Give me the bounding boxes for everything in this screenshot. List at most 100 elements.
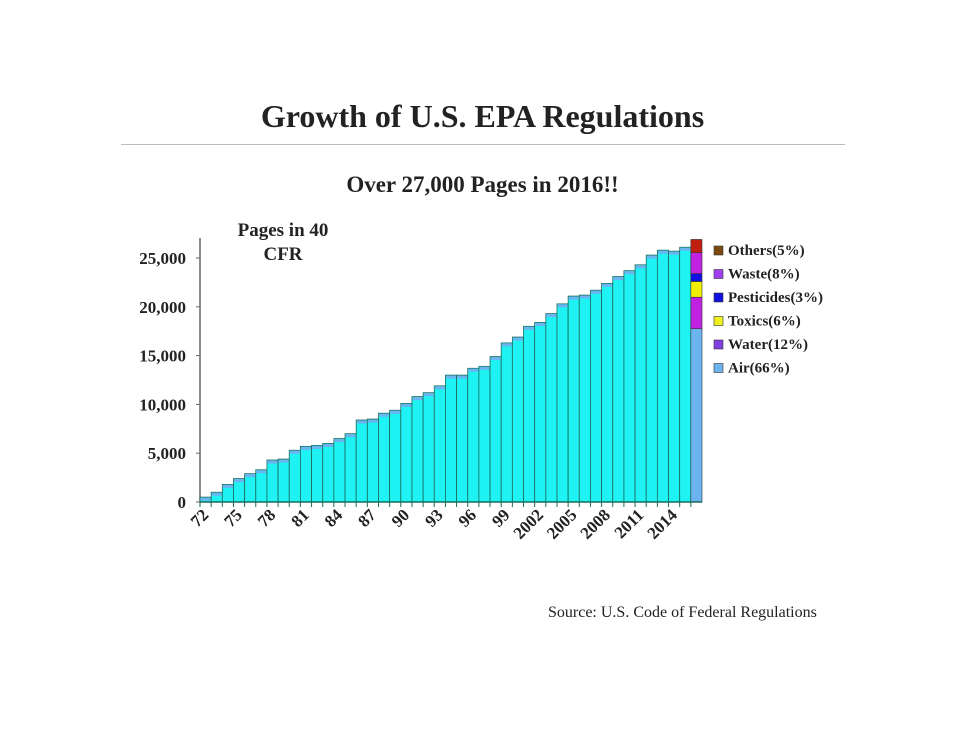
bar-1990: [400, 403, 413, 503]
y-tick-label: 5,000: [148, 444, 186, 463]
bar-top-shade: [434, 386, 445, 390]
bar-top-shade: [345, 434, 356, 438]
x-tick-label: 78: [254, 505, 279, 530]
bar-top-shade: [657, 250, 669, 254]
bar-2014: [668, 250, 681, 503]
bar-top-shade: [490, 357, 501, 361]
legend-label: Pesticides(3%): [728, 290, 823, 306]
bar-top-shade: [602, 283, 613, 287]
bar-top-shade: [524, 326, 535, 330]
bar-top-shade: [401, 403, 412, 407]
y-tick-label: 0: [178, 493, 187, 512]
y-tick-label: 10,000: [139, 395, 186, 414]
bar-1981: [299, 445, 312, 503]
legend-swatch: [713, 245, 724, 256]
legend-label: Air(66%): [728, 361, 790, 377]
legend-label: Toxics(6%): [728, 314, 801, 330]
legend-swatch: [713, 292, 724, 303]
bar-top-shade: [412, 397, 423, 401]
bar-segment-air: [690, 328, 703, 503]
bar-2010: [623, 270, 636, 503]
x-tick-label: 2005: [543, 505, 580, 542]
bar-top-shade: [468, 368, 479, 372]
bar-1998: [489, 356, 502, 503]
bar-1985: [344, 433, 357, 503]
bar-2011: [634, 264, 647, 503]
bar-1978: [266, 459, 279, 503]
bar-1980: [288, 449, 301, 503]
legend-swatch: [713, 363, 724, 373]
bar-1975: [233, 478, 246, 503]
bar-top-shade: [245, 474, 256, 478]
bar-top-shade: [233, 479, 245, 483]
x-tick-label: 99: [488, 505, 513, 530]
bar-top-shade: [557, 304, 568, 308]
bar-top-shade: [546, 314, 557, 318]
bar-1995: [456, 374, 469, 503]
y-tick-label: 15,000: [139, 347, 186, 366]
x-tick-label: 90: [388, 505, 413, 530]
bar-1994: [445, 374, 457, 503]
x-tick-label: 75: [220, 505, 245, 530]
bar-2015: [679, 246, 692, 503]
bar-top-shade: [211, 492, 222, 496]
bar-top-shade: [334, 439, 345, 443]
bar-2001: [523, 325, 536, 503]
bar-top-shade: [256, 470, 267, 474]
bar-segment-waste: [690, 252, 703, 274]
chart-title: Growth of U.S. EPA Regulations: [260, 98, 705, 134]
x-tick-label: 81: [287, 505, 312, 530]
bar-2012: [645, 254, 658, 503]
bar-2000: [511, 336, 524, 503]
bar-1986: [355, 419, 368, 503]
bar-top-shade: [501, 343, 512, 347]
bar-2013: [656, 249, 669, 503]
bar-top-shade: [646, 255, 657, 259]
x-tick-label: 84: [321, 505, 347, 531]
bar-2009: [612, 276, 625, 503]
bar-top-shade: [423, 393, 434, 397]
bar-1989: [389, 409, 402, 503]
bar-top-shade: [613, 277, 624, 281]
bar-top-shade: [445, 375, 457, 379]
bar-top-shade: [390, 410, 401, 414]
legend-label: Waste(8%): [728, 267, 800, 283]
bar-top-shade: [300, 446, 312, 450]
x-tick-label: 93: [421, 505, 446, 530]
y-tick-label: 25,000: [139, 249, 186, 268]
bar-1992: [422, 392, 435, 503]
x-tick-label: 2011: [611, 505, 648, 542]
title-divider: [121, 144, 845, 145]
bar-top-shade: [378, 413, 390, 417]
bar-top-shade: [323, 443, 334, 447]
bar-top-shade: [278, 459, 289, 463]
bar-top-shade: [267, 460, 278, 464]
bar-1984: [333, 438, 346, 503]
y-tick-label: 20,000: [139, 298, 186, 317]
bar-top-shade: [568, 296, 579, 300]
bar-top-shade: [669, 251, 680, 255]
bar-1987: [366, 418, 379, 503]
bar-segment-others: [690, 239, 703, 253]
legend-label: Others(5%): [728, 243, 805, 259]
bar-1982: [311, 444, 324, 503]
legend-swatch: [713, 316, 724, 326]
x-tick-label: 87: [354, 505, 380, 531]
bar-1979: [277, 458, 290, 503]
bar-top-shade: [457, 375, 468, 379]
bar-top-shade: [535, 322, 546, 326]
bar-1999: [500, 342, 513, 503]
bar-top-shade: [367, 419, 378, 423]
legend-swatch: [713, 339, 724, 350]
bar-2005: [567, 295, 580, 503]
bar-2007: [590, 289, 603, 503]
bar-1976: [244, 473, 257, 503]
bar-1991: [411, 396, 424, 503]
bar-1983: [322, 443, 335, 503]
bar-top-shade: [312, 445, 323, 449]
bar-segment-toxics: [690, 281, 703, 298]
bar-top-shade: [356, 420, 367, 424]
x-tick-label: 2008: [577, 505, 614, 542]
source-note: Source: U.S. Code of Federal Regulations: [548, 604, 817, 621]
